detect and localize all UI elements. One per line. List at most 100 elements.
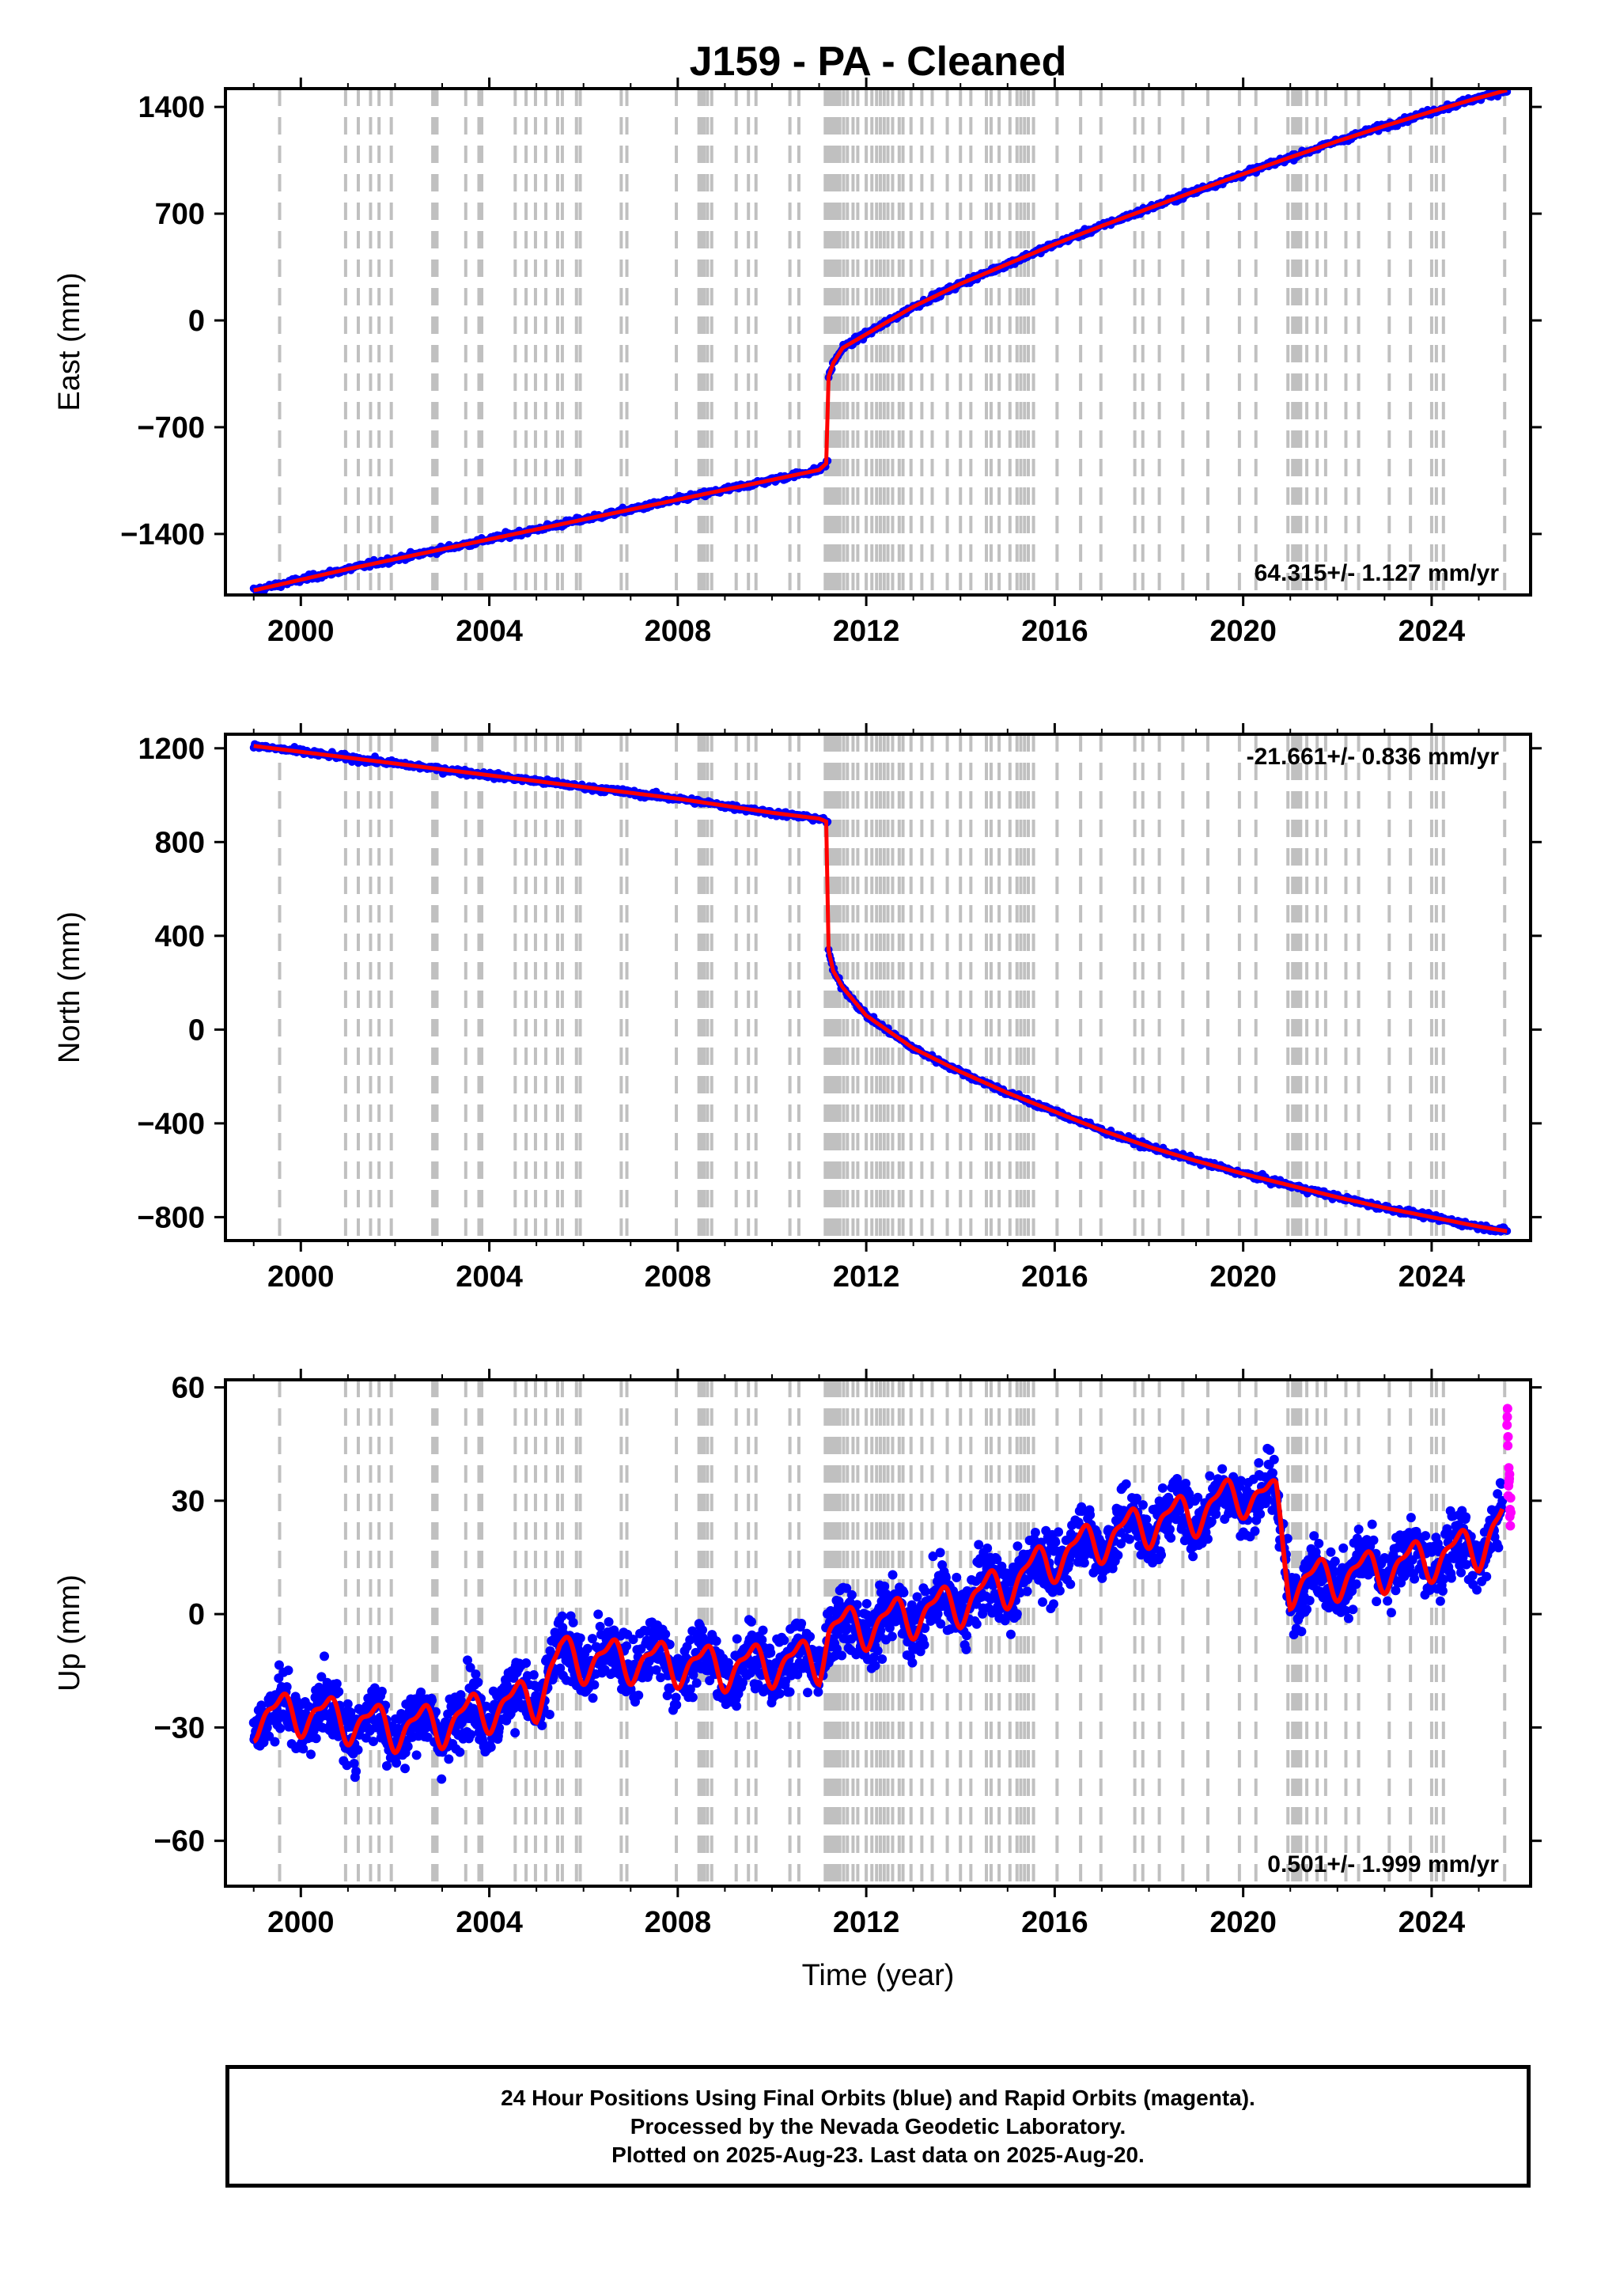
up-data-point: [557, 1611, 567, 1621]
up-data-point: [988, 1580, 998, 1590]
up-data-point: [343, 1699, 353, 1709]
up-data-point: [899, 1587, 909, 1597]
east-x-tick-label: 2024: [1399, 615, 1466, 648]
up-data-point: [1157, 1483, 1168, 1493]
up-data-point: [884, 1623, 895, 1633]
up-data-point: [342, 1760, 352, 1771]
up-data-point: [805, 1631, 816, 1642]
up-data-point: [732, 1634, 742, 1644]
up-data-point: [1177, 1521, 1187, 1532]
up-data-point: [381, 1761, 392, 1771]
up-data-point: [1038, 1597, 1048, 1607]
up-data-point: [582, 1643, 592, 1654]
north-x-tick-label: 2004: [456, 1260, 523, 1294]
up-data-point: [685, 1684, 695, 1695]
east-x-tick-label: 2016: [1021, 615, 1088, 648]
up-data-point: [876, 1625, 886, 1635]
up-data-point: [660, 1629, 671, 1639]
up-data-point: [274, 1660, 284, 1670]
up-data-point: [1236, 1476, 1246, 1486]
up-data-point: [962, 1631, 972, 1641]
up-data-point: [872, 1646, 883, 1656]
up-data-point: [846, 1589, 857, 1600]
up-data-point: [587, 1634, 597, 1644]
north-panel: 2000 2004 2008 2012 2016 2020 202412008004000−…: [53, 723, 1542, 1294]
up-data-point: [887, 1631, 897, 1642]
up-data-point: [353, 1745, 363, 1755]
up-data-point: [870, 1661, 880, 1671]
up-data-point: [974, 1540, 984, 1550]
up-data-point: [877, 1654, 888, 1665]
up-data-point: [656, 1673, 666, 1683]
up-data-point: [738, 1677, 748, 1688]
up-data-point: [486, 1742, 496, 1752]
up-data-point: [510, 1728, 520, 1738]
up-data-point: [919, 1639, 929, 1650]
north-model-fit-line: [253, 744, 1508, 1233]
east-y-tick-label: −700: [137, 411, 205, 445]
up-data-point: [411, 1750, 422, 1760]
up-data-point: [1065, 1579, 1076, 1589]
east-y-tick-label: 0: [188, 305, 205, 338]
up-data-point: [880, 1581, 890, 1591]
up-data-point: [774, 1688, 785, 1699]
up-data-point: [270, 1737, 280, 1747]
up-data-point: [275, 1723, 286, 1733]
up-data-point: [1188, 1552, 1198, 1562]
up-data-point: [1012, 1608, 1022, 1619]
up-data-point: [351, 1766, 361, 1776]
up-data-point: [907, 1658, 918, 1668]
up-data-point: [588, 1693, 598, 1703]
up-data-point: [785, 1687, 795, 1697]
up-data-point: [992, 1555, 1002, 1565]
up-data-point: [471, 1669, 481, 1680]
north-event-lines: [278, 734, 1507, 1241]
up-data-point: [1050, 1537, 1061, 1548]
up-data-point: [1205, 1471, 1215, 1481]
up-data-point: [528, 1669, 539, 1680]
up-data-point: [837, 1650, 847, 1661]
up-data-point: [1022, 1586, 1032, 1597]
north-y-tick-label: 800: [155, 826, 205, 859]
up-data-point: [813, 1687, 823, 1697]
up-data-point: [1107, 1563, 1118, 1574]
up-data-point: [377, 1686, 387, 1696]
up-data-point: [861, 1598, 872, 1608]
up-data-point: [1217, 1464, 1228, 1474]
up-data-point: [604, 1617, 614, 1627]
up-data-point: [997, 1561, 1007, 1571]
up-data-point: [466, 1730, 476, 1740]
up-data-point: [349, 1758, 359, 1768]
up-data-point: [793, 1669, 803, 1680]
up-data-point: [1202, 1534, 1213, 1544]
north-y-tick-label: −800: [137, 1201, 205, 1234]
up-data-point: [316, 1672, 327, 1682]
up-data-point: [1179, 1536, 1190, 1546]
up-data-point: [753, 1680, 763, 1690]
up-data-point: [622, 1641, 632, 1651]
up-data-point: [1012, 1541, 1023, 1552]
up-data-point: [671, 1692, 681, 1703]
up-data-point: [685, 1635, 695, 1645]
up-data-point: [842, 1623, 852, 1633]
north-data-points: [249, 740, 1512, 1236]
up-data-point: [1054, 1527, 1064, 1537]
up-data-point: [1132, 1493, 1142, 1503]
up-data-point: [427, 1695, 437, 1706]
north-plot-area: [249, 734, 1512, 1241]
up-plot-area: [248, 1380, 1516, 1886]
up-data-point: [575, 1633, 585, 1643]
north-x-tick-label: 2016: [1021, 1260, 1088, 1294]
east-panel: 2000 2004 2008 2012 2016 2020 202414007000−700…: [53, 78, 1542, 648]
up-data-point: [645, 1665, 655, 1676]
east-x-tick-label: 2008: [645, 615, 712, 648]
up-data-point: [732, 1701, 742, 1711]
north-y-tick-label: 1200: [138, 733, 205, 766]
up-data-point: [662, 1691, 672, 1701]
chart-title: J159 - PA - Cleaned: [690, 39, 1067, 85]
up-panel: 2000 2004 2008 2012 2016 2020 202460300−30−60U…: [53, 1369, 1542, 1992]
up-data-point: [1048, 1599, 1058, 1609]
north-y-tick-label: 400: [155, 920, 205, 953]
